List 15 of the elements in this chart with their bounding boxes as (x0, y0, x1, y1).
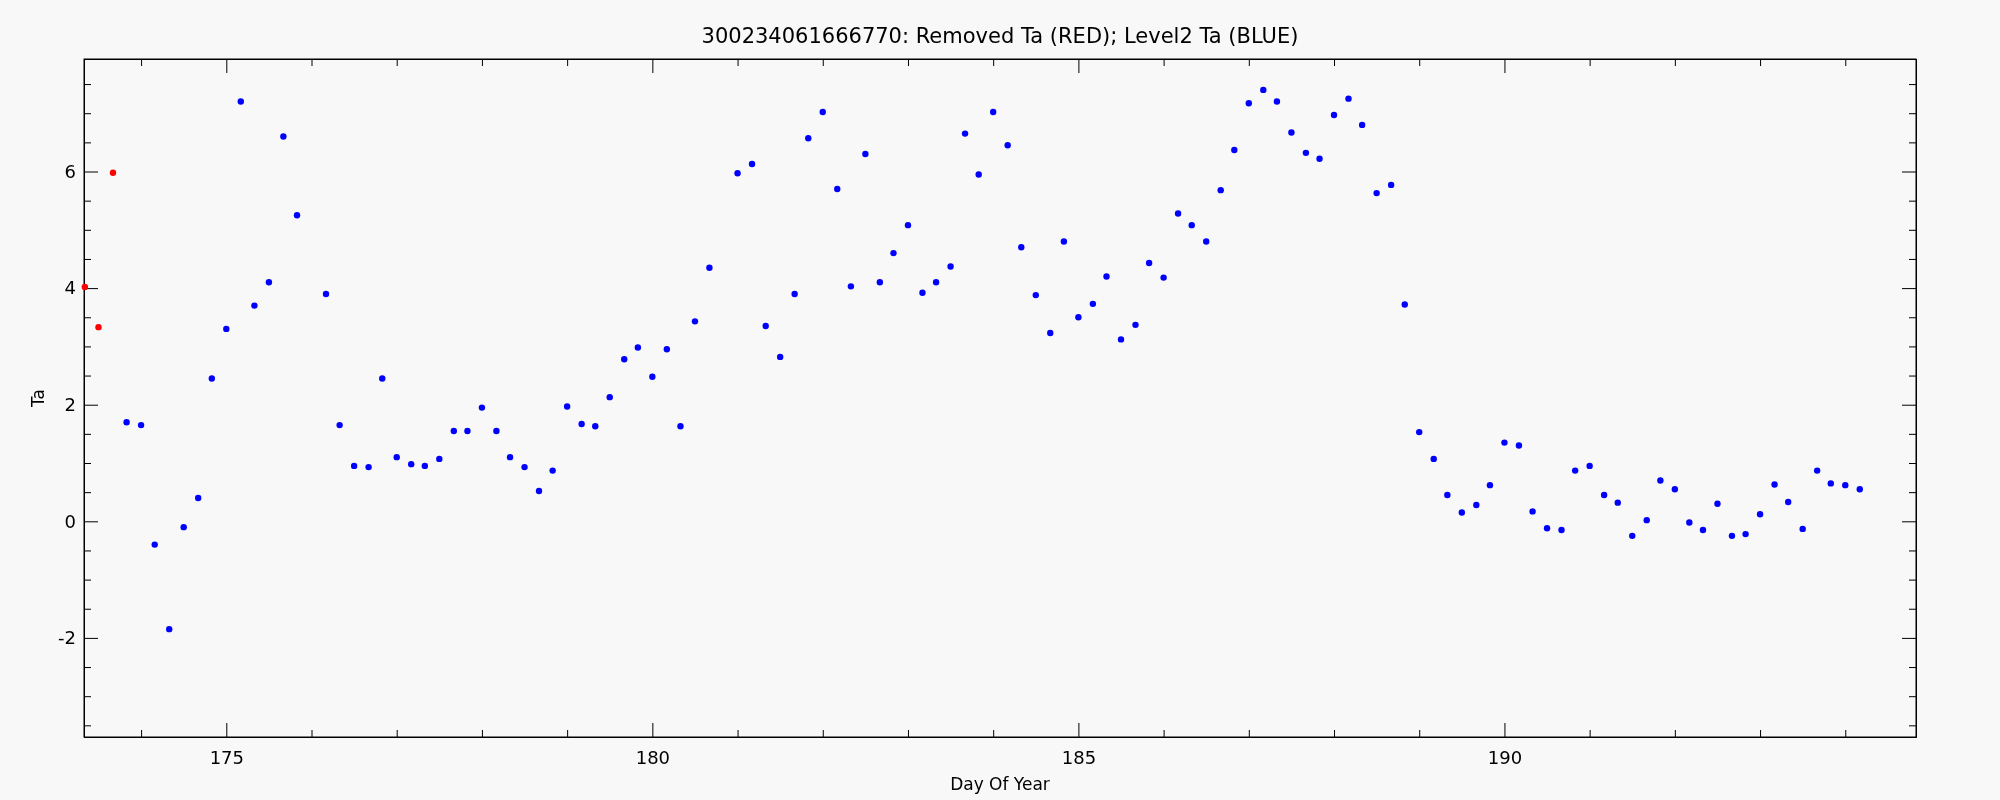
point (95, 323, 102, 331)
x-tick-label: 180 (635, 746, 671, 768)
y-tick-label: 0 (64, 510, 76, 532)
x-tick-label: 175 (209, 746, 244, 768)
x-tick-label: 185 (1061, 746, 1097, 768)
y-tick-label: 2 (64, 393, 76, 415)
chart-title: 300234061666770: Removed Ta (RED); Level2 Ta (BLUE) (701, 24, 1299, 48)
x-axis-title: Day Of Year (950, 774, 1050, 794)
y-axis-title: Ta (28, 389, 48, 408)
y-tick-label: 4 (64, 277, 76, 299)
y-tick-label: -2 (58, 627, 76, 649)
x-tick-label: 190 (1487, 746, 1523, 768)
point (109, 169, 117, 176)
point (81, 283, 89, 291)
y-tick-label: 6 (64, 160, 76, 182)
